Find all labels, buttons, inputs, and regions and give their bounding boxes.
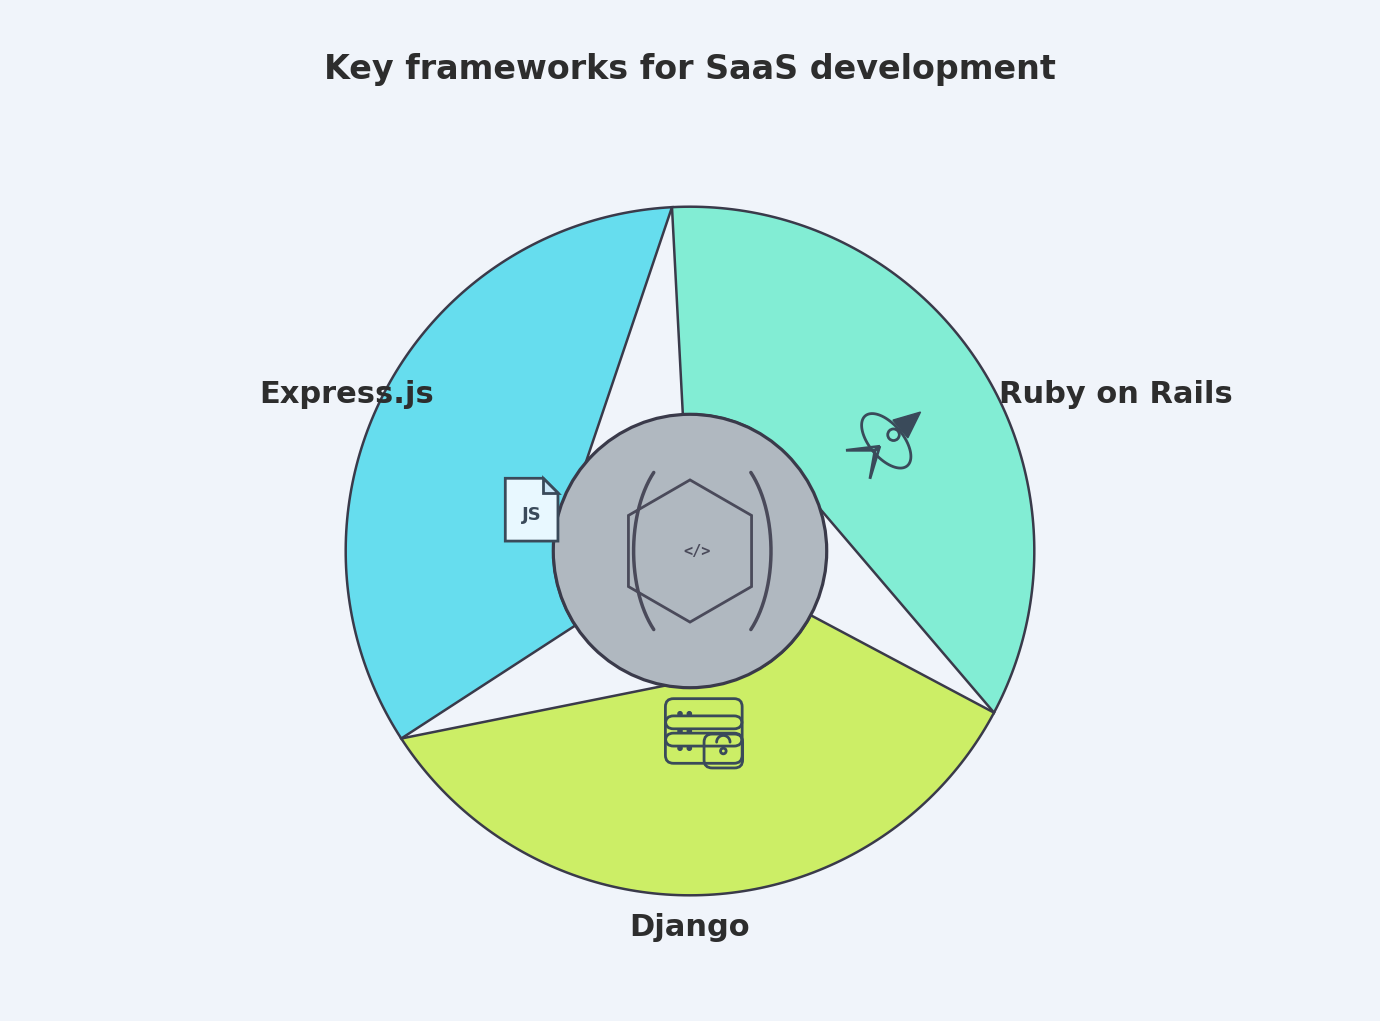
- Text: Django: Django: [629, 913, 751, 942]
- Text: JS: JS: [522, 505, 541, 524]
- Polygon shape: [544, 478, 558, 493]
- Text: Key frameworks for SaaS development: Key frameworks for SaaS development: [324, 53, 1056, 87]
- Circle shape: [687, 729, 691, 733]
- Text: </>: </>: [683, 543, 711, 558]
- Circle shape: [687, 746, 691, 750]
- Polygon shape: [672, 206, 1034, 713]
- Circle shape: [553, 415, 827, 688]
- Circle shape: [678, 729, 682, 733]
- Polygon shape: [346, 207, 672, 738]
- Polygon shape: [893, 412, 920, 438]
- Text: Ruby on Rails: Ruby on Rails: [999, 380, 1232, 408]
- Polygon shape: [505, 478, 558, 541]
- Circle shape: [678, 746, 682, 750]
- Text: Express.js: Express.js: [259, 380, 435, 408]
- Circle shape: [687, 712, 691, 716]
- Circle shape: [678, 712, 682, 716]
- Polygon shape: [402, 616, 994, 895]
